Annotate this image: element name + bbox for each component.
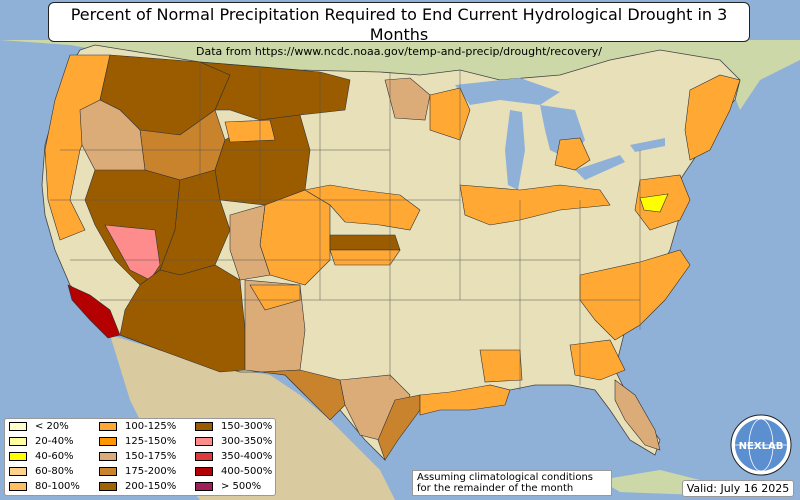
legend-label: 350-400%	[221, 451, 273, 462]
legend-item: 200-150%	[99, 480, 176, 494]
legend-item: 150-300%	[195, 420, 272, 434]
legend-item: 125-150%	[99, 435, 176, 449]
region-ks-100-125	[329, 249, 401, 266]
legend-item: < 20%	[9, 420, 69, 434]
title-box: Percent of Normal Precipitation Required…	[48, 2, 750, 58]
region-kansas-200-300	[329, 234, 401, 251]
legend-item: 400-500%	[195, 465, 272, 479]
legend-item: 175-200%	[99, 465, 176, 479]
legend-label: 125-150%	[125, 436, 177, 447]
legend-label: 40-60%	[35, 451, 74, 462]
region-coast-400-500	[67, 284, 121, 339]
state-borders	[50, 62, 641, 390]
region-tx-west-175-200	[261, 369, 346, 421]
note-line-1: Assuming climatological conditions	[417, 472, 593, 483]
legend-label: 20-40%	[35, 436, 74, 447]
region-il-in-100-125	[459, 184, 611, 226]
legend-swatch	[195, 421, 213, 431]
legend-swatch	[195, 451, 213, 461]
legend-swatch	[99, 436, 117, 446]
region-carolinas-100-125	[579, 249, 691, 341]
region-ms-100-125	[479, 349, 523, 383]
legend-swatch	[99, 466, 117, 476]
lake-michigan	[505, 110, 525, 190]
legend-label: 150-300%	[221, 421, 273, 432]
legend-label: < 20%	[35, 421, 69, 432]
legend-label: 200-150%	[125, 481, 177, 492]
legend-item: 150-175%	[99, 450, 176, 464]
legend-label: 60-80%	[35, 466, 74, 477]
valid-date: Valid: July 16 2025	[682, 480, 794, 497]
legend-label: 100-125%	[125, 421, 177, 432]
legend-item: 80-100%	[9, 480, 80, 494]
legend-swatch	[99, 421, 117, 431]
legend-swatch	[99, 451, 117, 461]
region-ne-100-125	[684, 74, 741, 161]
legend-swatch	[195, 466, 213, 476]
legend-item: 300-350%	[195, 435, 272, 449]
region-socal-300-350	[104, 224, 161, 281]
region-md-40-60	[639, 193, 669, 213]
legend: < 20% 20-40% 40-60% 60-80% 80-100% 100-125% 12…	[4, 418, 276, 496]
region-nebraska-100-125	[304, 184, 421, 231]
note-line-2: for the remainder of the month	[417, 483, 574, 494]
legend-swatch	[9, 466, 27, 476]
legend-swatch	[9, 481, 27, 491]
legend-swatch	[9, 436, 27, 446]
legend-swatch	[195, 436, 213, 446]
legend-item: > 500%	[195, 480, 261, 494]
logo-text: NEXLAB	[739, 441, 784, 452]
canada-landmass	[0, 40, 800, 110]
lake-erie	[575, 155, 625, 180]
legend-swatch	[9, 421, 27, 431]
region-dakota-150-175	[384, 77, 431, 121]
legend-item: 100-125%	[99, 420, 176, 434]
region-colorado-100-125	[259, 189, 331, 286]
legend-label: > 500%	[221, 481, 262, 492]
legend-label: 150-175%	[125, 451, 177, 462]
map-subtitle: Data from https://www.ncdc.noaa.gov/temp…	[196, 45, 602, 58]
legend-item: 40-60%	[9, 450, 74, 464]
map-title: Percent of Normal Precipitation Required…	[70, 5, 728, 44]
region-gulf-100-125	[419, 384, 511, 416]
region-fl-150-175	[614, 379, 661, 451]
legend-label: 400-500%	[221, 466, 273, 477]
legend-label: 300-350%	[221, 436, 273, 447]
legend-label: 175-200%	[125, 466, 177, 477]
drought-regions	[44, 54, 741, 461]
nexlab-logo: NEXLAB	[730, 414, 792, 476]
legend-swatch	[195, 481, 213, 491]
region-co-east-150-175	[229, 204, 271, 281]
legend-item: 60-80%	[9, 465, 74, 479]
legend-swatch	[99, 481, 117, 491]
note-box: Assuming climatological conditions for t…	[412, 470, 612, 496]
lake-ontario	[630, 138, 665, 152]
lake-superior	[455, 78, 560, 105]
region-ohio-100-125	[554, 137, 591, 171]
legend-swatch	[9, 451, 27, 461]
region-sd-100-125	[224, 119, 276, 143]
region-ga-100-125	[569, 339, 626, 381]
legend-label: 80-100%	[35, 481, 80, 492]
legend-item: 20-40%	[9, 435, 74, 449]
legend-item: 350-400%	[195, 450, 272, 464]
